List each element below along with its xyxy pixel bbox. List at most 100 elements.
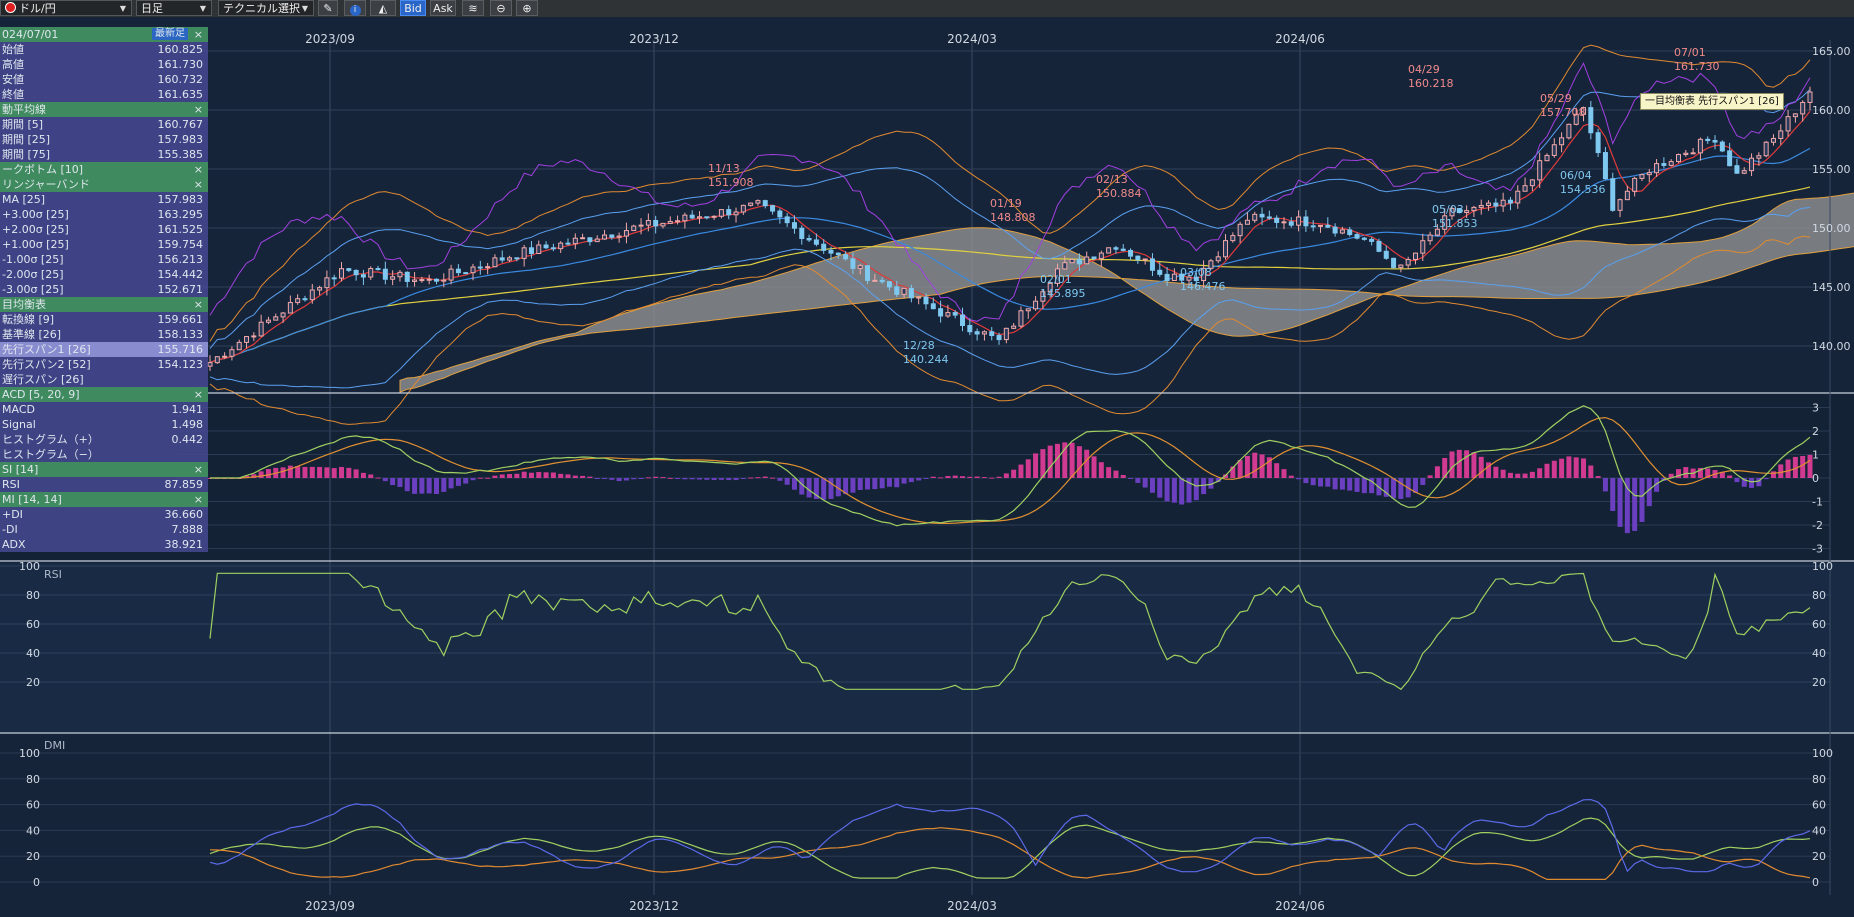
macd-histogram-bar [1486, 462, 1492, 478]
macd-histogram-bar [572, 475, 578, 478]
technical-select[interactable]: テクニカル選択 ▼ [218, 0, 314, 16]
macd-histogram-bar [696, 478, 702, 480]
rsi-tick-label-left: 20 [26, 676, 40, 689]
chart-type-button[interactable]: ◭ [370, 0, 396, 16]
macd-histogram-bar [1756, 478, 1762, 487]
macd-histogram-bar [791, 478, 797, 490]
candle-body [317, 287, 323, 291]
panel-row[interactable]: ACD [5, 20, 9] × [0, 387, 208, 402]
price-tick-label-right: 160.00 [1812, 104, 1851, 117]
panel-row[interactable]: MI [14, 14] × [0, 492, 208, 507]
panel-row: ヒストグラム（+） 0.442 [0, 432, 208, 447]
macd-histogram-bar [353, 469, 359, 478]
close-icon[interactable]: × [193, 28, 203, 41]
info-button[interactable]: i [344, 0, 366, 16]
candle-body [324, 277, 330, 289]
candle-body [1624, 190, 1630, 201]
price-tick-label-right: 140.00 [1812, 340, 1851, 353]
macd-histogram-bar [265, 469, 271, 478]
candle-body [1398, 264, 1404, 268]
macd-histogram-bar [1770, 471, 1776, 478]
candle-body [594, 238, 600, 243]
candle-body [682, 214, 688, 222]
candle-body [872, 279, 878, 282]
candle-body [587, 237, 593, 243]
macd-histogram-bar [1449, 451, 1455, 478]
chart-svg[interactable]: 165.00160.00155.00150.00145.00140.003210… [0, 17, 1854, 913]
candle-body [762, 200, 768, 207]
candle-body [616, 235, 622, 238]
candle-body [1003, 327, 1009, 341]
ichimoku-value: 154.123 [157, 358, 204, 371]
macd-histogram-bar [1632, 478, 1638, 531]
candle-body [1675, 154, 1681, 163]
ask-button[interactable]: Ask [430, 0, 456, 16]
dmi-tick-label-left: 100 [19, 747, 40, 760]
dmi-tick-label-left: 40 [26, 824, 40, 837]
dmi-value: 36.660 [164, 508, 204, 521]
candle-body [1091, 256, 1097, 260]
panel-row: MA [25] 157.983 [0, 192, 208, 207]
macd-histogram-bar [550, 472, 556, 478]
candle-body [346, 268, 352, 271]
compare-button[interactable]: ≋ [462, 0, 484, 16]
bb-upper-3sigma-line [209, 44, 1811, 342]
macd-histogram-bar [850, 478, 856, 493]
panel-row[interactable]: 目均衡表 × [0, 297, 208, 312]
panel-row: -1.00σ [25] 156.213 [0, 252, 208, 267]
rsi-label: RSI [2, 478, 20, 491]
candle-body [1405, 258, 1411, 266]
zoom-out-button[interactable]: ⊖ [490, 0, 512, 16]
close-icon[interactable]: × [193, 493, 203, 506]
panel-row[interactable]: ークボトム [10] × [0, 162, 208, 177]
macd-histogram-bar [1464, 450, 1470, 478]
macd-histogram-bar [1135, 478, 1141, 483]
close-icon[interactable]: × [193, 463, 203, 476]
macd-histogram-bar [1296, 478, 1302, 480]
macd-histogram-bar [1106, 467, 1112, 478]
close-icon[interactable]: × [193, 388, 203, 401]
panel-row: 始値 160.825 [0, 42, 208, 57]
panel-row: 転換線 [9] 159.661 [0, 312, 208, 327]
macd-histogram-bar [1588, 465, 1594, 478]
macd-histogram-bar [938, 477, 944, 479]
zoom-in-button[interactable]: ⊕ [516, 0, 538, 16]
candle-body [886, 281, 892, 288]
info-icon: i [349, 5, 361, 16]
close-icon[interactable]: × [193, 103, 203, 116]
indicator-value-panel: 024/07/01 × 最新足 始値 160.825 高値 161.730 安値 160.732… [0, 27, 208, 552]
panel-row[interactable]: リンジャーバンド × [0, 177, 208, 192]
extreme-date-label: 05/29 [1540, 92, 1572, 105]
extreme-date-label: 03/08 [1180, 266, 1212, 279]
close-icon[interactable]: × [193, 298, 203, 311]
ohlc-value: 161.635 [157, 88, 204, 101]
macd-histogram-bar [558, 473, 564, 478]
candle-body [558, 242, 564, 250]
close-icon[interactable]: × [193, 163, 203, 176]
panel-row[interactable]: 動平均線 × [0, 102, 208, 117]
close-icon[interactable]: × [193, 178, 203, 191]
candle-body [1639, 174, 1645, 179]
chart-area[interactable]: 165.00 160.00 155.00 150.00 145.00 140.00 3 2 1 0… [0, 17, 1854, 913]
panel-date-header[interactable]: 024/07/01 × 最新足 [0, 27, 208, 42]
candle-body [1486, 202, 1492, 206]
bid-button[interactable]: Bid [400, 0, 426, 16]
rsi-value: 87.859 [164, 478, 204, 491]
macd-histogram-bar [1310, 478, 1316, 486]
candle-body [1296, 216, 1302, 226]
panel-row: 期間 [25] 157.983 [0, 132, 208, 147]
candle-body [1595, 132, 1601, 154]
macd-histogram-bar [339, 466, 345, 478]
macd-histogram-bar [1529, 471, 1535, 478]
latest-bar-badge[interactable]: 最新足 [152, 28, 188, 40]
currency-pair-select[interactable]: ドル/円 ▼ [0, 0, 132, 16]
timeframe-select[interactable]: 日足 ▼ [136, 0, 212, 16]
panel-row[interactable]: SI [14] × [0, 462, 208, 477]
macd-histogram-bar [390, 478, 396, 486]
candle-body [1237, 223, 1243, 237]
draw-tool-button[interactable]: ✎ [318, 0, 338, 16]
macd-histogram-bar [1697, 467, 1703, 478]
macd-line [210, 405, 1811, 527]
candle-body [360, 274, 366, 278]
macd-histogram-bar [1807, 454, 1813, 478]
